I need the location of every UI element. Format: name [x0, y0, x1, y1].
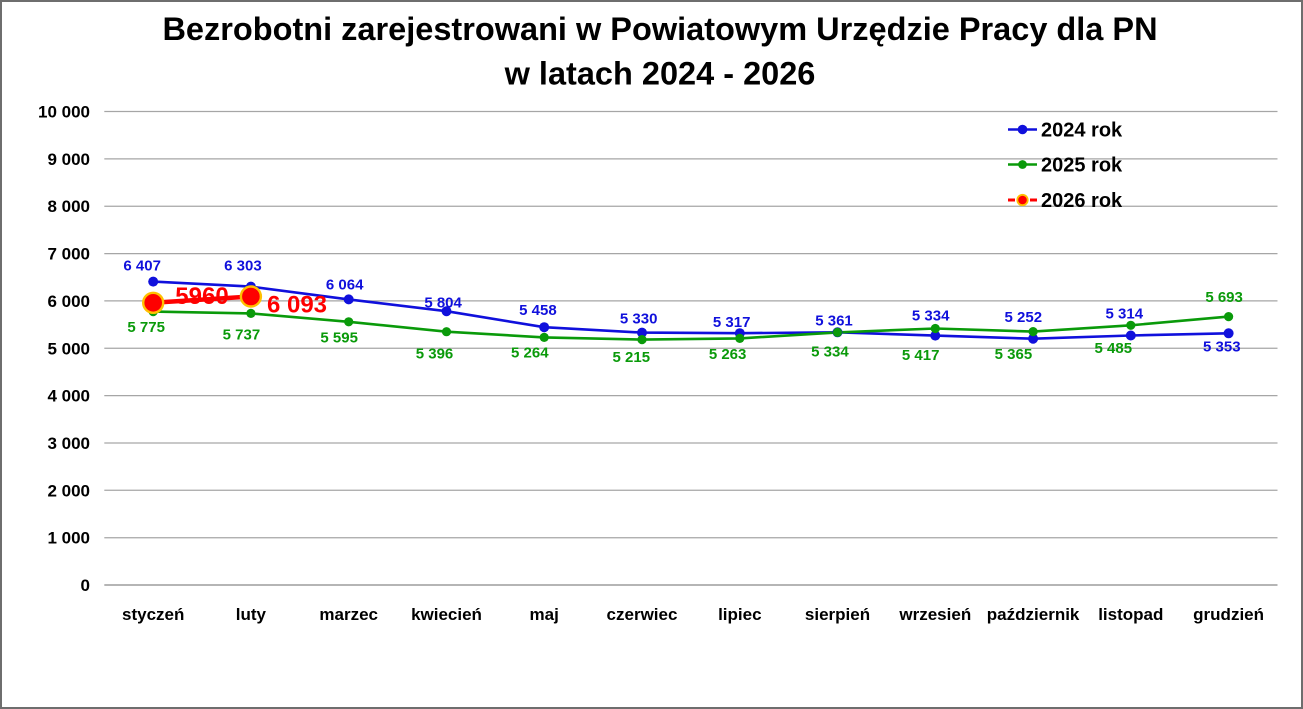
svg-text:6 000: 6 000 — [47, 292, 90, 311]
svg-text:4 000: 4 000 — [47, 387, 90, 406]
svg-text:6 064: 6 064 — [326, 277, 364, 294]
svg-text:1 000: 1 000 — [47, 529, 90, 548]
svg-text:5 353: 5 353 — [1203, 338, 1241, 355]
svg-text:9 000: 9 000 — [47, 150, 90, 169]
svg-text:6 093: 6 093 — [267, 291, 327, 318]
svg-text:czerwiec: czerwiec — [607, 605, 678, 624]
svg-text:5 334: 5 334 — [912, 308, 950, 325]
svg-text:2025 rok: 2025 rok — [1041, 155, 1123, 177]
svg-text:styczeń: styczeń — [122, 605, 184, 624]
svg-text:5 804: 5 804 — [424, 295, 462, 312]
svg-text:październik: październik — [987, 605, 1080, 624]
svg-text:10 000: 10 000 — [38, 103, 90, 122]
svg-text:5 458: 5 458 — [519, 302, 557, 319]
svg-text:5 693: 5 693 — [1205, 289, 1243, 306]
svg-text:8 000: 8 000 — [47, 197, 90, 216]
svg-text:6 303: 6 303 — [224, 258, 262, 275]
svg-text:5 361: 5 361 — [815, 313, 853, 330]
svg-text:maj: maj — [530, 605, 559, 624]
svg-text:5 417: 5 417 — [902, 347, 940, 364]
svg-text:lipiec: lipiec — [718, 605, 761, 624]
svg-text:5 396: 5 396 — [416, 345, 454, 362]
svg-text:5 215: 5 215 — [613, 349, 651, 366]
svg-text:6 407: 6 407 — [123, 257, 161, 274]
svg-text:w latach 2024 - 2026: w latach 2024 - 2026 — [504, 56, 816, 92]
svg-text:5 317: 5 317 — [713, 314, 751, 331]
svg-text:3 000: 3 000 — [47, 434, 90, 453]
svg-text:5 252: 5 252 — [1005, 309, 1043, 326]
svg-text:wrzesień: wrzesień — [898, 605, 971, 624]
svg-text:2026 rok: 2026 rok — [1041, 190, 1123, 212]
svg-text:5 365: 5 365 — [995, 346, 1033, 363]
svg-text:luty: luty — [236, 605, 267, 624]
svg-text:5 264: 5 264 — [511, 345, 549, 362]
svg-text:5 775: 5 775 — [127, 319, 165, 336]
svg-text:5 737: 5 737 — [223, 327, 261, 344]
svg-text:5 485: 5 485 — [1095, 340, 1133, 357]
svg-text:7 000: 7 000 — [47, 245, 90, 264]
svg-text:5 263: 5 263 — [709, 346, 747, 363]
svg-text:2 000: 2 000 — [47, 481, 90, 500]
svg-text:5 595: 5 595 — [320, 330, 358, 347]
svg-text:grudzień: grudzień — [1193, 605, 1264, 624]
svg-text:sierpień: sierpień — [805, 605, 870, 624]
svg-text:kwiecień: kwiecień — [411, 605, 482, 624]
svg-text:marzec: marzec — [319, 605, 378, 624]
svg-text:Bezrobotni zarejestrowani w Po: Bezrobotni zarejestrowani w Powiatowym U… — [162, 11, 1157, 47]
svg-text:5 000: 5 000 — [47, 339, 90, 358]
svg-text:5 314: 5 314 — [1106, 306, 1144, 323]
svg-text:5 330: 5 330 — [620, 311, 658, 328]
svg-text:5 334: 5 334 — [811, 343, 849, 360]
svg-text:listopad: listopad — [1098, 605, 1163, 624]
svg-text:0: 0 — [81, 576, 90, 595]
svg-text:2024 rok: 2024 rok — [1041, 120, 1123, 142]
svg-text:5960: 5960 — [175, 283, 228, 310]
